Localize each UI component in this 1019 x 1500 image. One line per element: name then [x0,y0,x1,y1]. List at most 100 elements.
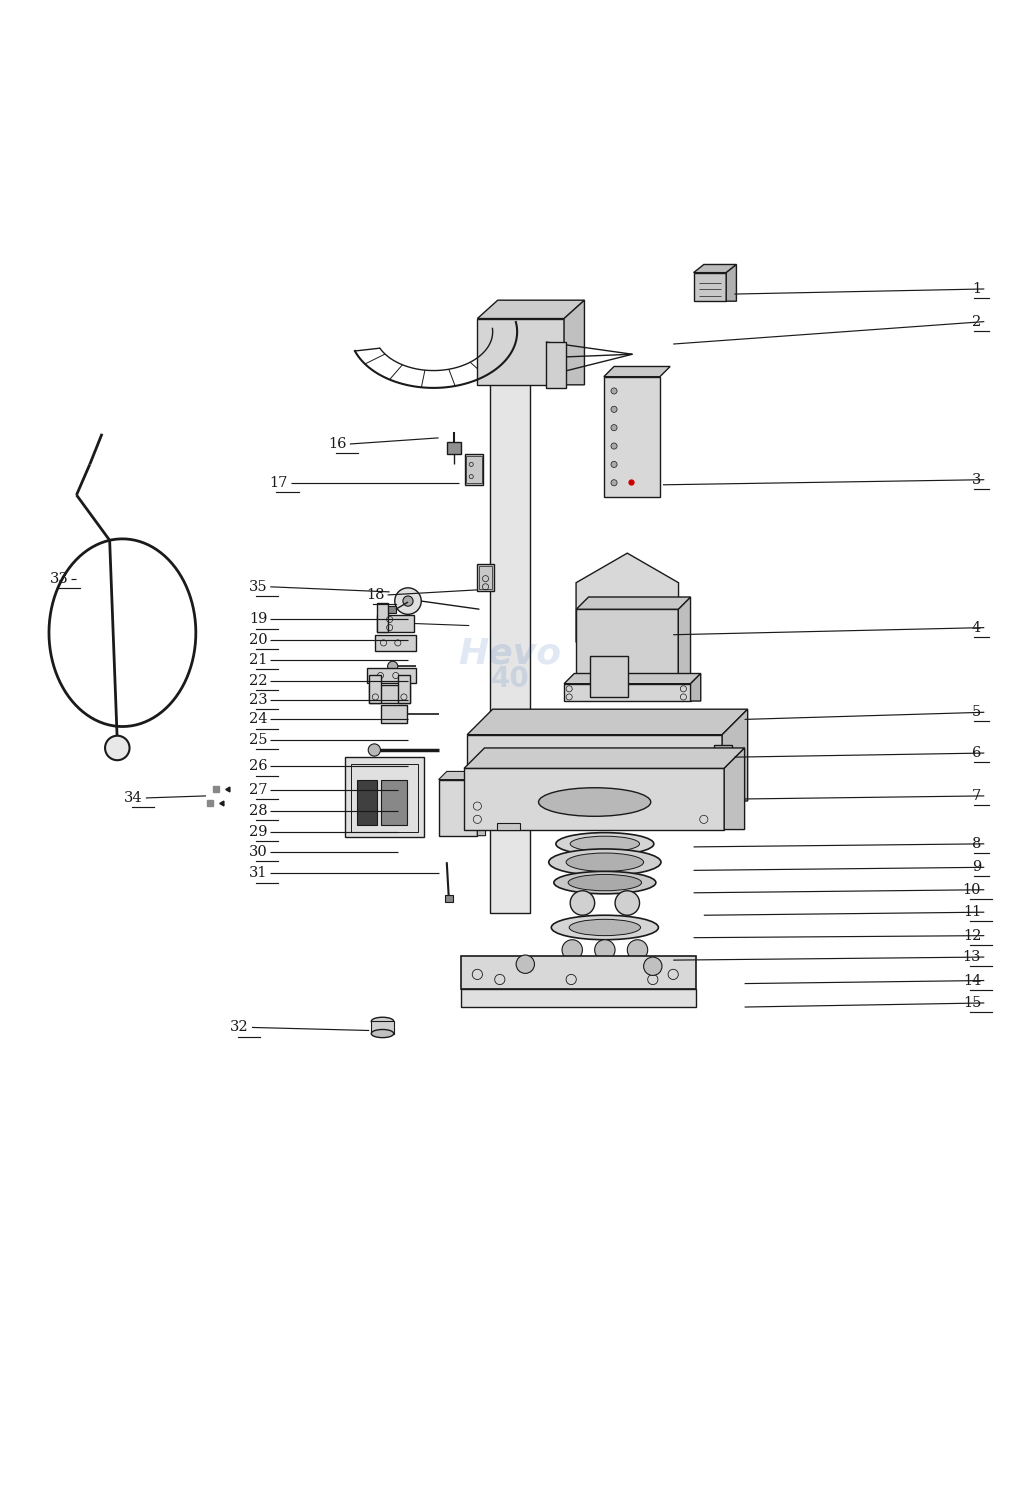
Polygon shape [477,300,584,318]
Ellipse shape [371,1017,393,1026]
Ellipse shape [371,1029,393,1038]
Circle shape [610,424,616,430]
Bar [369,684,410,703]
Bar [397,675,410,704]
Text: 32: 32 [230,1020,249,1035]
Text: 16: 16 [328,436,346,451]
Circle shape [643,957,661,975]
Circle shape [664,752,681,768]
Bar [381,705,407,723]
Ellipse shape [538,788,650,816]
Text: 29: 29 [249,825,267,839]
Polygon shape [576,597,690,609]
Bar [367,669,416,682]
Bar [371,1022,393,1034]
Bar [713,746,732,764]
Ellipse shape [570,836,639,852]
Polygon shape [564,674,700,684]
Text: 8: 8 [971,837,980,850]
Bar [385,606,395,613]
Bar [576,609,678,686]
Circle shape [394,588,421,615]
Text: Hevo: Hevo [458,636,561,670]
Bar [589,656,628,698]
Bar [375,634,416,651]
Bar [479,567,491,590]
Bar [489,321,530,914]
Bar [461,956,695,988]
Text: 22: 22 [249,674,267,687]
Bar [444,896,452,902]
Text: 31: 31 [249,867,267,880]
Circle shape [610,388,616,394]
Polygon shape [726,264,736,302]
Bar [465,454,483,484]
Bar [381,780,407,825]
Circle shape [387,662,397,672]
Text: 19: 19 [249,612,267,627]
Polygon shape [693,264,736,273]
Text: 26: 26 [249,759,267,774]
Text: 11: 11 [962,904,980,920]
Polygon shape [477,318,564,386]
Text: 7: 7 [971,789,980,802]
Polygon shape [467,735,721,801]
Text: 13: 13 [962,950,980,964]
Text: 21: 21 [249,652,267,668]
Ellipse shape [535,762,667,795]
Text: 12: 12 [962,928,980,942]
Text: 5: 5 [971,705,980,720]
Polygon shape [721,710,747,801]
Text: 6: 6 [971,746,980,760]
Polygon shape [603,366,669,376]
Circle shape [627,939,647,960]
Bar [477,564,493,591]
Circle shape [570,891,594,915]
Circle shape [105,735,129,760]
Text: 20: 20 [249,633,267,646]
Circle shape [368,744,380,756]
Polygon shape [467,710,747,735]
Polygon shape [690,674,700,700]
Ellipse shape [566,853,643,871]
Polygon shape [464,768,723,830]
Circle shape [594,939,614,960]
Bar [446,442,461,454]
Polygon shape [723,748,744,830]
Circle shape [516,956,534,974]
Polygon shape [576,554,678,672]
Circle shape [610,406,616,412]
Bar [377,603,387,632]
Text: 25: 25 [249,734,267,747]
Polygon shape [603,376,659,496]
Text: 24: 24 [249,712,267,726]
Circle shape [614,891,639,915]
Circle shape [403,596,413,606]
Text: 30: 30 [249,844,267,859]
Ellipse shape [555,833,653,855]
Bar [564,684,690,700]
Ellipse shape [553,871,655,894]
Text: 9: 9 [971,861,980,874]
Text: 18: 18 [366,588,384,602]
Circle shape [610,480,616,486]
Circle shape [610,442,616,448]
Ellipse shape [545,766,657,790]
Ellipse shape [569,920,640,936]
Text: 35: 35 [249,580,267,594]
Bar [369,675,381,704]
Text: 14: 14 [962,974,980,987]
Text: 40: 40 [490,664,529,693]
Text: 33: 33 [50,572,68,585]
Text: 2: 2 [971,315,980,328]
Text: 34: 34 [124,790,143,806]
Bar [377,615,414,632]
Bar [344,758,424,837]
Text: 23: 23 [249,693,267,706]
Ellipse shape [548,849,660,876]
Text: 4: 4 [971,621,980,634]
Bar [466,456,482,483]
Text: 28: 28 [249,804,267,818]
Polygon shape [564,300,584,386]
Polygon shape [496,824,520,830]
